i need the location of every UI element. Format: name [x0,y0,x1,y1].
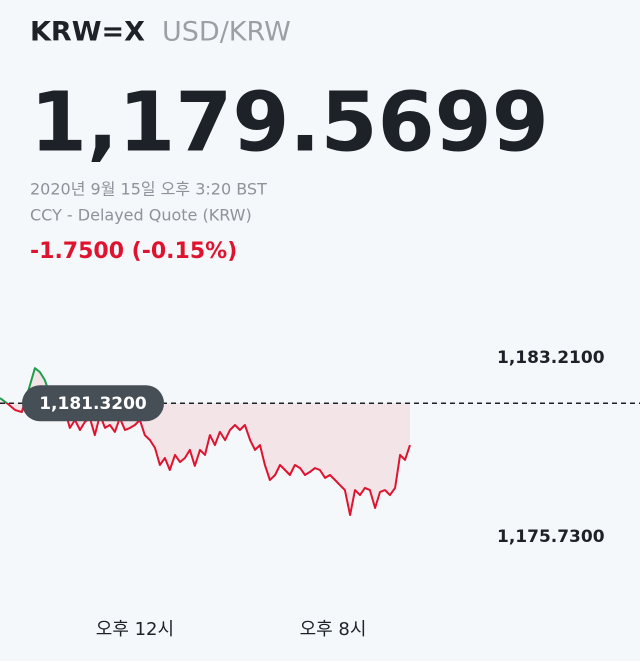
symbol: KRW=X [30,17,145,48]
y-tick-label: 1,183.2100 [497,348,605,368]
baseline-pill [22,385,164,422]
pair: USD/KRW [162,17,291,48]
y-tick-label: 1,175.7300 [497,527,605,547]
chart: 1,181.3200 1,175.7300 1,183.2100 오후 12시 오후 8… [0,348,640,640]
baseline-label: 1,181.3200 [39,394,147,414]
price: 1,179.5699 [30,75,549,170]
x-tick-label: 오후 8시 [300,619,367,640]
price-line [0,367,411,516]
timestamp: 2020년 9월 15일 오후 3:20 BST [30,180,267,199]
x-tick-label: 오후 12시 [96,619,174,640]
source: CCY - Delayed Quote (KRW) [30,206,252,225]
change: -1.7500 (-0.15%) [30,239,237,264]
